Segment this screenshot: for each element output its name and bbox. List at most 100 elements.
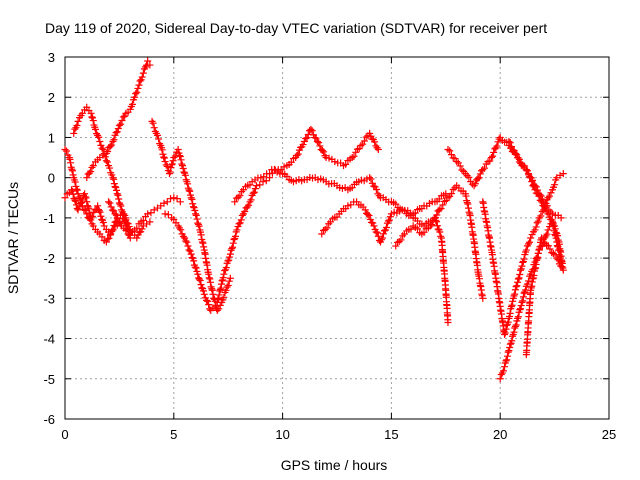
trace-m-marker <box>513 282 521 290</box>
trace-m-marker <box>515 274 523 282</box>
trace-m-marker <box>551 181 559 189</box>
trace-g-point <box>200 290 208 298</box>
trace-k-marker <box>420 228 428 236</box>
trace-l-marker <box>493 142 501 150</box>
trace-m-marker <box>533 219 541 227</box>
trace-c-point <box>126 234 134 242</box>
trace-f-point <box>226 274 234 282</box>
trace-b-point <box>89 222 97 230</box>
trace-g-point <box>259 178 267 186</box>
trace-h-marker <box>353 145 361 153</box>
trace-k-marker <box>449 185 457 193</box>
trace-m-marker <box>519 258 527 266</box>
trace-g-marker <box>229 239 237 247</box>
trace-e-marker <box>114 214 122 222</box>
trace-o-marker <box>543 241 551 249</box>
trace-c-marker <box>111 183 119 191</box>
trace-m-point <box>514 278 522 286</box>
x-tick-label: 5 <box>170 427 177 442</box>
trace-f-marker <box>189 200 197 208</box>
trace-g-marker <box>227 246 235 254</box>
trace-f-marker <box>225 277 233 285</box>
y-tick-label: -1 <box>43 211 55 226</box>
trace-o-marker <box>546 245 554 253</box>
x-tick-label: 20 <box>493 427 507 442</box>
trace-g-marker <box>228 245 236 253</box>
trace-b-marker <box>77 199 85 207</box>
trace-n-point <box>496 375 504 383</box>
trace-h-point <box>357 141 365 149</box>
trace-o-marker <box>552 228 560 236</box>
trace-c-marker <box>88 113 96 121</box>
trace-e-marker <box>112 211 120 219</box>
trace-j-marker <box>436 228 444 236</box>
trace-h-marker <box>360 137 368 145</box>
trace-b-marker <box>68 167 76 175</box>
trace-a-marker <box>75 203 83 211</box>
trace-f-marker <box>189 203 197 211</box>
trace-h-marker <box>302 134 310 142</box>
trace-h-point <box>231 198 239 206</box>
trace-g-point <box>252 182 260 190</box>
trace-b-marker <box>73 185 81 193</box>
trace-o-marker <box>527 174 535 182</box>
trace-h-point <box>313 137 321 145</box>
trace-h-marker <box>350 152 358 160</box>
trace-b-marker <box>81 206 89 214</box>
trace-g-marker <box>205 301 213 309</box>
trace-o-point <box>531 186 539 194</box>
trace-o-point <box>553 254 561 262</box>
trace-g-point <box>194 270 202 278</box>
trace-c-point <box>70 129 78 137</box>
trace-h-point <box>300 137 308 145</box>
trace-n-marker <box>543 230 551 238</box>
trace-d-marker <box>128 100 136 108</box>
trace-o-marker <box>510 147 518 155</box>
trace-d-marker <box>108 141 116 149</box>
trace-o-marker <box>522 166 530 174</box>
trace-g-marker <box>191 263 199 271</box>
trace-g-marker <box>241 207 249 215</box>
trace-f-marker <box>200 243 208 251</box>
trace-g-marker <box>237 216 245 224</box>
trace-n-point <box>514 314 522 322</box>
trace-g-marker <box>188 254 196 262</box>
trace-g-point <box>181 234 189 242</box>
trace-g-marker <box>196 277 204 285</box>
trace-m-point <box>559 170 567 178</box>
trace-b-point <box>78 202 86 210</box>
trace-l-marker <box>495 135 503 143</box>
trace-j-marker <box>365 212 373 220</box>
x-tick-label: 0 <box>61 427 68 442</box>
trace-d-marker <box>142 63 150 71</box>
trace-f-point <box>209 290 217 298</box>
trace-c-point <box>91 125 99 133</box>
trace-n-marker <box>502 357 510 365</box>
trace-f-marker <box>220 293 228 301</box>
trace-a-marker <box>72 197 80 205</box>
trace-o-marker <box>554 232 562 240</box>
trace-f-marker <box>194 220 202 228</box>
trace-a-marker <box>99 219 107 227</box>
trace-e-point <box>163 198 171 206</box>
trace-f-point <box>174 146 182 154</box>
trace-i-point <box>366 174 374 182</box>
trace-o-marker <box>541 240 549 248</box>
y-tick-label: -5 <box>43 372 55 387</box>
trace-n-marker <box>519 293 527 301</box>
trace-b-point <box>83 210 91 218</box>
trace-h-marker <box>293 151 301 159</box>
trace-d-marker <box>114 125 122 133</box>
trace-n-marker <box>514 313 522 321</box>
trace-e-marker <box>139 216 147 224</box>
trace-d-marker <box>134 84 142 92</box>
trace-g-marker <box>226 253 234 261</box>
trace-g-marker <box>197 281 205 289</box>
chart-title: Day 119 of 2020, Sidereal Day-to-day VTE… <box>45 20 547 36</box>
trace-d-marker <box>106 142 114 150</box>
trace-d-marker <box>112 129 120 137</box>
trace-g-marker <box>229 243 237 251</box>
trace-a-point <box>94 202 102 210</box>
trace-m-point <box>544 194 552 202</box>
trace-f-point <box>170 154 178 162</box>
